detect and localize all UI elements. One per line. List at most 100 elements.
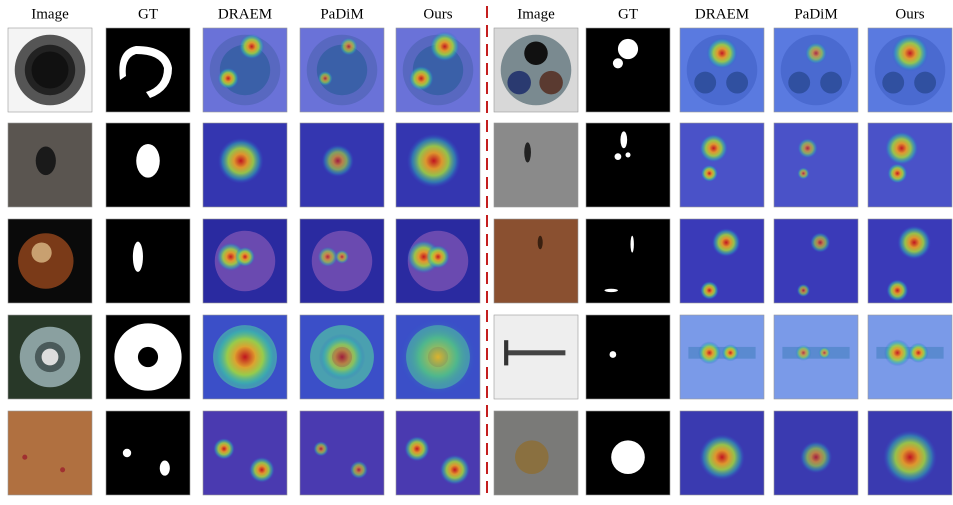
- cell-content: [680, 219, 764, 303]
- cell-content: [106, 123, 190, 207]
- shape: [788, 72, 810, 94]
- heat-spot: [883, 430, 937, 484]
- column-header: GT: [138, 6, 158, 22]
- image-cell: [8, 123, 92, 207]
- image-cell: [680, 315, 764, 399]
- bg: [494, 219, 578, 303]
- heat-spot: [908, 343, 928, 363]
- cell-content: [494, 28, 578, 112]
- heat-spot: [217, 68, 238, 89]
- cell-content: [680, 28, 764, 112]
- heat-spot: [884, 339, 911, 366]
- heat-spot: [404, 436, 429, 461]
- cell-content: [203, 315, 287, 399]
- heat-spot: [350, 461, 368, 479]
- image-cell: [774, 28, 858, 112]
- image-cell: [300, 123, 384, 207]
- heat-spot: [722, 344, 739, 361]
- cell-content: [868, 219, 952, 303]
- bg: [586, 219, 670, 303]
- image-cell: [8, 219, 92, 303]
- bg: [106, 219, 190, 303]
- cell-content: [396, 219, 480, 303]
- shape: [524, 142, 531, 162]
- cell-content: [396, 28, 480, 112]
- heat-spot: [810, 232, 830, 252]
- image-cell: [106, 123, 190, 207]
- heat-spot: [399, 318, 476, 395]
- heat-spot: [700, 281, 719, 300]
- column-header: PaDiM: [320, 6, 363, 22]
- shape: [138, 347, 158, 367]
- shape: [782, 347, 849, 359]
- heat-spot: [440, 455, 470, 485]
- image-cell: [203, 123, 287, 207]
- shape: [133, 242, 143, 272]
- cell-content: [8, 219, 92, 303]
- image-cell: [868, 411, 952, 495]
- cell-content: [203, 411, 287, 495]
- cell-content: [106, 411, 190, 495]
- image-cell: [586, 28, 670, 112]
- shape: [123, 449, 131, 457]
- heat-spot: [701, 165, 718, 182]
- image-cell: [494, 219, 578, 303]
- cell-content: [8, 123, 92, 207]
- cell-content: [586, 219, 670, 303]
- image-cell: [680, 28, 764, 112]
- image-cell: [300, 315, 384, 399]
- cell-content: [494, 411, 578, 495]
- heat-spot: [885, 131, 919, 165]
- shape: [538, 236, 543, 249]
- heat-spot: [318, 247, 338, 267]
- cell-content: [396, 411, 480, 495]
- shape: [615, 153, 622, 160]
- image-cell: [774, 219, 858, 303]
- bg: [774, 123, 858, 207]
- bg: [680, 123, 764, 207]
- shape: [504, 340, 508, 365]
- image-cell: [868, 219, 952, 303]
- heat-spot: [212, 324, 278, 390]
- image-cell: [494, 123, 578, 207]
- page: {"panels": [ {"columns": ["Image", "GT",…: [0, 0, 953, 500]
- bg: [106, 411, 190, 495]
- image-cell: [300, 28, 384, 112]
- heat-spot: [235, 247, 255, 267]
- shape: [32, 52, 69, 89]
- shape: [60, 467, 65, 472]
- heat-spot: [800, 441, 832, 473]
- image-cell: [868, 123, 952, 207]
- bg: [300, 411, 384, 495]
- shape: [160, 461, 170, 476]
- heat-spot: [798, 138, 818, 158]
- column-header: Image: [31, 6, 69, 22]
- image-cell: [774, 123, 858, 207]
- image-cell: [106, 315, 190, 399]
- cell-content: [586, 123, 670, 207]
- cell-content: [586, 315, 670, 399]
- cell-content: [8, 411, 92, 495]
- column-header: GT: [618, 6, 638, 22]
- cell-content: [203, 219, 287, 303]
- heat-spot: [818, 347, 830, 359]
- image-cell: [8, 315, 92, 399]
- image-cell: [586, 123, 670, 207]
- shape: [32, 243, 52, 263]
- heat-spot: [430, 31, 460, 61]
- image-cell: [396, 315, 480, 399]
- cell-content: [774, 219, 858, 303]
- cell-content: [586, 411, 670, 495]
- column-header: Image: [517, 6, 555, 22]
- column-header: DRAEM: [218, 6, 272, 22]
- column-header: PaDiM: [794, 6, 837, 22]
- heat-spot: [249, 457, 275, 483]
- cell-content: [680, 123, 764, 207]
- shape: [507, 350, 566, 355]
- shape: [620, 131, 627, 148]
- cell-content: [680, 315, 764, 399]
- shape: [914, 72, 936, 94]
- cell-content: [106, 219, 190, 303]
- cell-content: [300, 219, 384, 303]
- cell-content: [300, 411, 384, 495]
